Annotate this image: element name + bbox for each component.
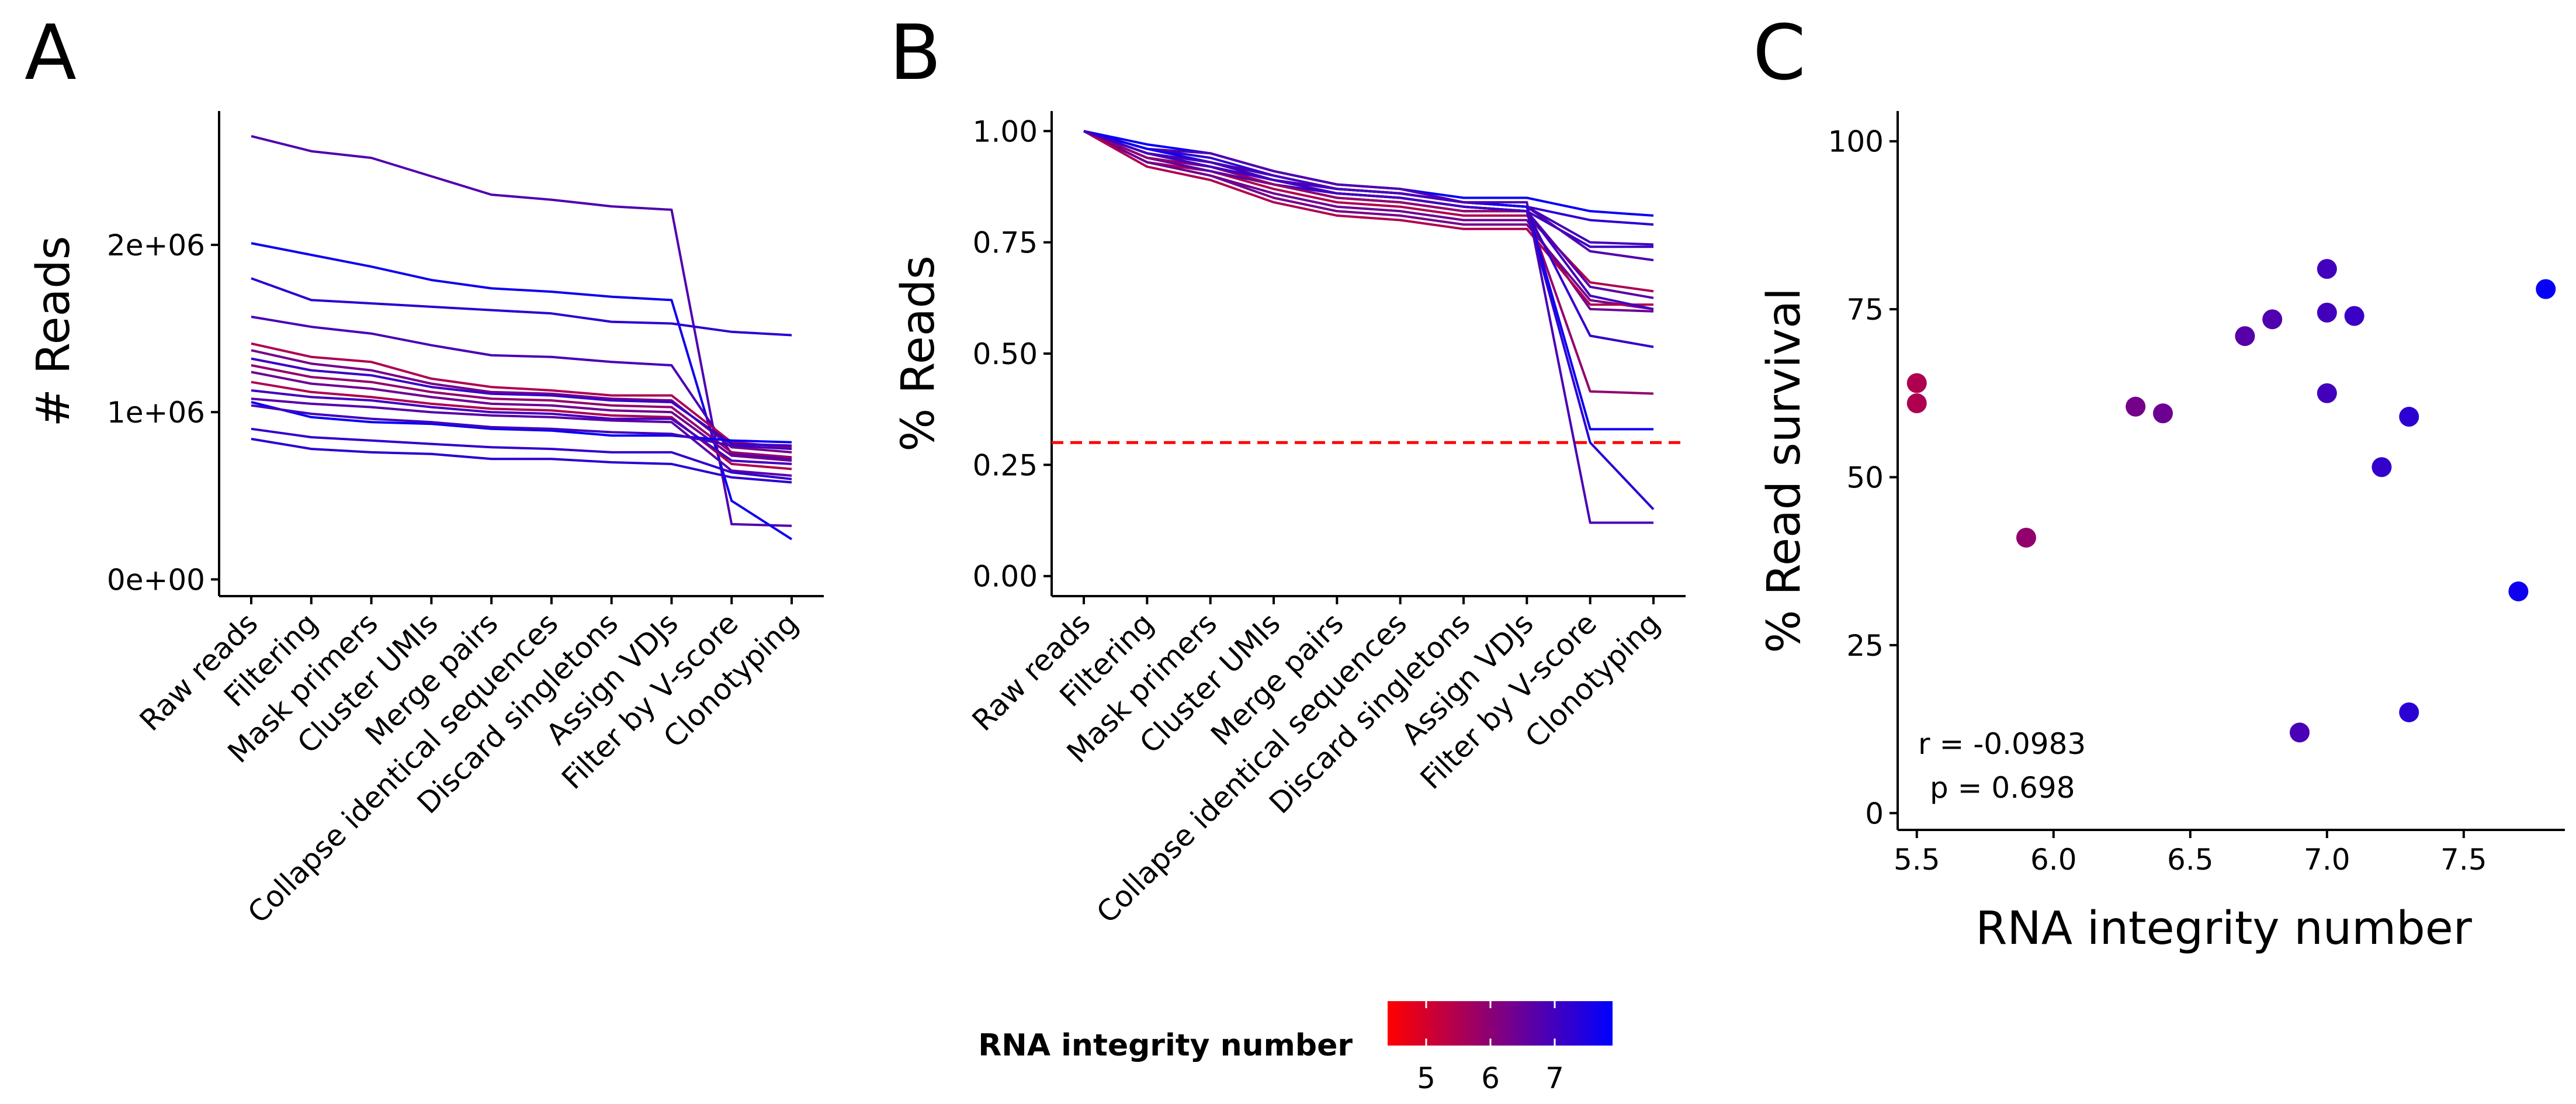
colorbar-gradient: [1388, 1001, 1613, 1046]
series-line: [251, 277, 792, 337]
colorbar-tick-label: 7: [1545, 1061, 1564, 1095]
colorbar-tick-label: 5: [1417, 1061, 1436, 1095]
colorbar-tick-label: 6: [1481, 1061, 1500, 1095]
scatter-point: [2126, 396, 2146, 417]
scatter-point: [1906, 393, 1927, 414]
series-line: [251, 404, 792, 451]
panel-b-ylabel: % Reads: [892, 255, 945, 452]
y-tick-label: 0.50: [973, 337, 1038, 371]
scatter-point: [2399, 702, 2419, 722]
series-line: [251, 371, 792, 462]
y-tick-label: 2e+06: [107, 229, 205, 262]
panel-c-scatter-chart: % Read survival RNA integrity number 0 25…: [1758, 111, 2565, 955]
series-line: [1083, 130, 1653, 524]
series-line: [1083, 130, 1653, 431]
scatter-point: [2317, 302, 2337, 323]
series-line: [1083, 130, 1654, 217]
y-tick-label: 50: [1846, 461, 1884, 494]
y-tick-label: 0.75: [973, 226, 1038, 260]
y-tick-label: 25: [1846, 629, 1884, 663]
panel-letter-a: A: [25, 8, 77, 97]
panel-letter-b: B: [889, 8, 941, 97]
x-tick-label: 7.0: [2304, 843, 2350, 877]
scatter-point: [2016, 527, 2036, 548]
y-tick-label: 1e+06: [107, 396, 205, 430]
scatter-point: [2344, 306, 2364, 326]
series-line: [251, 316, 792, 461]
y-tick-label: 1.00: [973, 115, 1038, 148]
colorbar-legend: RNA integrity number 5 6 7: [978, 1001, 1613, 1095]
series-line: [1083, 130, 1654, 226]
scatter-point: [2508, 581, 2529, 601]
panel-c-p-value: p = 0.698: [1930, 771, 2075, 805]
series-line: [1083, 130, 1654, 395]
x-tick-label: 6.0: [2030, 843, 2077, 877]
series-line: [251, 397, 792, 477]
x-tick-label: 7.5: [2440, 843, 2487, 877]
scatter-point: [2152, 403, 2173, 424]
x-tick-label: 5.5: [1894, 843, 1940, 877]
scatter-point: [2399, 407, 2419, 427]
series-line: [251, 427, 792, 480]
colorbar-title: RNA integrity number: [978, 1028, 1353, 1063]
panel-c-points: [1906, 259, 2556, 743]
scatter-point: [1906, 373, 1927, 393]
scatter-point: [2262, 309, 2283, 330]
panel-c-xlabel: RNA integrity number: [1975, 902, 2473, 955]
series-line: [251, 401, 792, 444]
series-line: [251, 342, 792, 449]
panel-c-ylabel: % Read survival: [1758, 288, 1811, 653]
scatter-point: [2290, 722, 2310, 743]
y-tick-label: 0.25: [973, 448, 1038, 482]
y-tick-label: 0e+00: [107, 563, 205, 597]
scatter-point: [2317, 259, 2337, 279]
series-line: [1083, 130, 1654, 313]
panel-a-series: [251, 134, 793, 541]
series-line: [251, 438, 792, 484]
y-tick-label: 0.00: [973, 560, 1038, 594]
series-line: [1083, 130, 1654, 262]
x-tick-label: 6.5: [2167, 843, 2214, 877]
scatter-point: [2536, 279, 2556, 299]
scatter-point: [2372, 457, 2392, 477]
y-tick-label: 100: [1828, 125, 1884, 159]
series-line: [251, 134, 792, 527]
panel-c-r-value: r = -0.0983: [1918, 727, 2086, 761]
panel-a-ylabel: # Reads: [27, 236, 80, 427]
series-line: [1083, 130, 1654, 310]
series-line: [251, 242, 793, 541]
panel-b-series: [1083, 130, 1655, 524]
series-line: [1083, 130, 1653, 306]
series-line: [251, 357, 792, 447]
panel-letter-c: C: [1753, 8, 1806, 97]
y-tick-label: 0: [1865, 797, 1884, 830]
scatter-point: [2317, 383, 2337, 403]
colorbar-ticks: 5 6 7: [1417, 1001, 1564, 1095]
series-line: [251, 364, 792, 459]
y-tick-label: 75: [1846, 293, 1884, 327]
panel-c-axes: 0 25 50 75 100 5.5 6.0 6.5 7.0 7.5: [1828, 111, 2565, 877]
scatter-point: [2235, 326, 2255, 347]
